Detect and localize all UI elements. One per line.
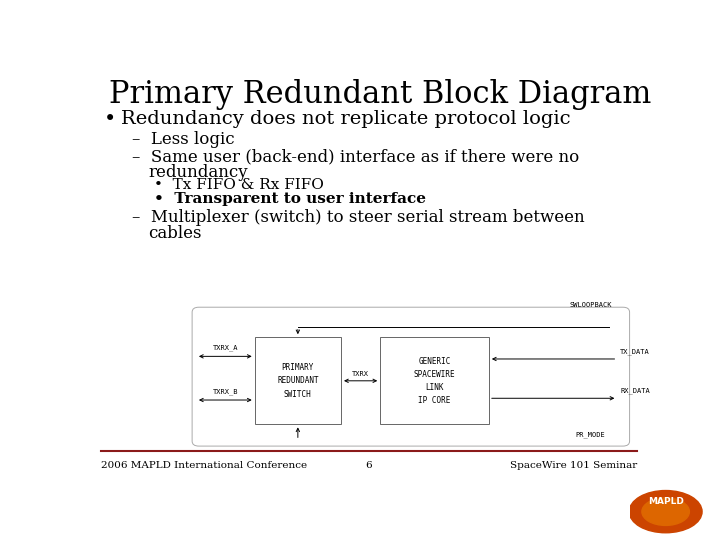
Text: •  Transparent to user interface: • Transparent to user interface (154, 192, 426, 206)
Text: SWLOOPBACK: SWLOOPBACK (570, 302, 612, 308)
Bar (255, 337, 341, 424)
Text: TXRX: TXRX (352, 370, 369, 377)
Text: GENERIC
SPACEWIRE
LINK
IP CORE: GENERIC SPACEWIRE LINK IP CORE (414, 356, 455, 405)
Text: –  Less logic: – Less logic (132, 131, 235, 148)
Text: redundancy: redundancy (148, 164, 248, 181)
Text: PR_MODE: PR_MODE (575, 431, 606, 438)
Text: –  Multiplexer (switch) to steer serial stream between: – Multiplexer (switch) to steer serial s… (132, 210, 585, 226)
Text: •  Tx FIFO & Rx FIFO: • Tx FIFO & Rx FIFO (154, 178, 324, 192)
Text: TXRX_B: TXRX_B (212, 388, 238, 395)
Text: 6: 6 (366, 461, 372, 470)
Text: 2006 MAPLD International Conference: 2006 MAPLD International Conference (101, 461, 307, 470)
Text: •: • (104, 110, 116, 129)
Text: RX_DATA: RX_DATA (620, 388, 650, 394)
Text: Primary Redundant Block Diagram: Primary Redundant Block Diagram (109, 79, 652, 110)
Circle shape (642, 498, 690, 525)
Text: PRIMARY
REDUNDANT
SWITCH: PRIMARY REDUNDANT SWITCH (277, 363, 319, 399)
Text: cables: cables (148, 225, 202, 242)
Bar (380, 337, 489, 424)
Circle shape (629, 490, 702, 533)
Text: –  Same user (back-end) interface as if there were no: – Same user (back-end) interface as if t… (132, 148, 579, 165)
FancyBboxPatch shape (192, 307, 629, 446)
Text: TX_DATA: TX_DATA (620, 348, 650, 355)
Text: MAPLD: MAPLD (648, 497, 683, 506)
Text: Redundancy does not replicate protocol logic: Redundancy does not replicate protocol l… (121, 110, 570, 127)
Text: TXRX_A: TXRX_A (212, 345, 238, 352)
Text: SpaceWire 101 Seminar: SpaceWire 101 Seminar (510, 461, 637, 470)
